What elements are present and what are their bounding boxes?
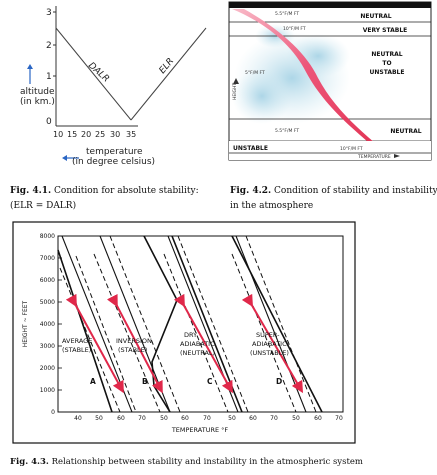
fig3-y-ticks: 8000 7000 6000 5000 4000 3000 2000 1000 … xyxy=(40,233,55,416)
fig3-x-tick-3: 60 xyxy=(117,415,125,422)
fig3-panel-c-red-line xyxy=(173,293,233,394)
fig2-very-stable: VERY STABLE xyxy=(363,27,408,34)
figure-4-1: 3 2 1 0 10 15 20 25 30 35 DALR ELR altit… xyxy=(10,6,207,211)
fig2-caption-line2: in the atmosphere xyxy=(230,201,313,211)
fig3-panel-c: DRY ADIABATIC (NEUTRAL) C xyxy=(163,235,249,413)
fig3-panel-c-label-2: ADIABATIC xyxy=(180,340,215,348)
fig2-caption: Fig. 4.2. Condition of stability and ins… xyxy=(230,186,437,196)
fig3-y-tick-8000: 8000 xyxy=(40,233,55,240)
fig3-x-tick-13: 60 xyxy=(314,415,322,422)
figure-4-2: NEUTRAL VERY STABLE NEUTRAL TO UNSTABLE … xyxy=(228,1,437,211)
fig3-panel-a-letter: A xyxy=(90,377,96,386)
fig1-y-tick-0: 0 xyxy=(46,117,52,127)
fig3-panel-a-label-2: (STABLE) xyxy=(62,346,91,354)
fig3-x-tick-9: 50 xyxy=(228,415,236,422)
fig3-panel-b-red-line xyxy=(106,293,163,394)
fig3-panel-d-letter: D xyxy=(276,377,282,386)
fig3-x-ticks: 40 50 60 70 50 60 70 40 50 60 70 50 60 7… xyxy=(74,415,343,422)
fig3-panel-d-label-3: (UNSTABLE) xyxy=(250,349,289,357)
fig2-rate-1: 5.5°F/M FT xyxy=(275,11,299,17)
fig3-x-tick-10: 60 xyxy=(249,415,257,422)
fig2-rate-4: 5.5°F/M FT xyxy=(275,128,299,134)
fig1-dalr-line xyxy=(55,27,132,121)
fig3-x-tick-5: 50 xyxy=(160,415,168,422)
fig3-panel-c-letter: C xyxy=(207,377,213,386)
fig3-panel-c-label-1: DRY xyxy=(184,331,197,339)
fig1-x-tick-20: 20 xyxy=(81,130,91,139)
fig1-y-tick-2: 2 xyxy=(46,41,52,51)
fig3-panel-a-label-1: AVERAGE xyxy=(62,337,92,345)
fig1-dalr-label: DALR xyxy=(86,61,111,85)
fig3-x-label: TEMPERATURE °F xyxy=(171,426,229,434)
fig3-y-tick-1000: 1000 xyxy=(40,387,55,394)
fig1-y-tick-1: 1 xyxy=(46,72,52,82)
fig3-x-tick-14: 70 xyxy=(335,415,343,422)
fig2-neutral-to-unstable-3: UNSTABLE xyxy=(370,69,405,76)
fig3-y-tick-7000: 7000 xyxy=(40,255,55,262)
fig1-x-tick-30: 30 xyxy=(110,130,120,139)
fig1-caption: Fig. 4.1. Condition for absolute stabili… xyxy=(10,186,199,196)
fig2-rate-5: 10°F/M FT xyxy=(340,146,363,152)
fig2-neutral-top: NEUTRAL xyxy=(360,13,391,20)
fig3-y-tick-5000: 5000 xyxy=(40,299,55,306)
fig3-y-tick-4000: 4000 xyxy=(40,321,55,328)
fig3-panel-d: SUPER- ADIABATIC (UNSTABLE) D xyxy=(231,235,323,413)
fig2-neutral-to-unstable-1: NEUTRAL xyxy=(371,51,402,58)
fig3-x-tick-12: 50 xyxy=(292,415,300,422)
fig3-x-tick-1: 40 xyxy=(74,415,82,422)
fig3-x-tick-2: 50 xyxy=(95,415,103,422)
fig3-y-tick-0: 0 xyxy=(51,409,55,416)
fig2-height-axis: HEIGHT xyxy=(232,83,238,100)
fig1-elr-line xyxy=(130,27,207,121)
fig2-unstable: UNSTABLE xyxy=(233,145,268,152)
fig3-y-tick-3000: 3000 xyxy=(40,343,55,350)
fig1-caption-line2: (ELR = DALR) xyxy=(10,200,76,211)
fig2-neutral-to-unstable-2: TO xyxy=(382,60,391,67)
fig2-temp-arrow xyxy=(394,154,400,158)
fig1-x-tick-10: 10 xyxy=(53,130,63,139)
fig1-altitude-label: altitude xyxy=(20,87,55,97)
fig2-temp-axis: TEMPERATURE xyxy=(357,154,391,160)
fig3-panel-b-label-1: INVERSION xyxy=(116,337,152,345)
fig3-x-tick-6: 60 xyxy=(181,415,189,422)
fig3-panel-d-red-line xyxy=(241,293,304,394)
fig2-rate-2: 10°F/M FT xyxy=(283,26,306,32)
fig3-panel-b-label-2: (STABLE) xyxy=(118,346,147,354)
fig2-neutral-bottom: NEUTRAL xyxy=(390,128,421,135)
fig1-y-tick-3: 3 xyxy=(46,8,52,18)
fig3-caption: Fig. 4.3. Relationship between stability… xyxy=(10,457,363,467)
fig2-height-arrow xyxy=(233,78,239,84)
fig3-plot-area xyxy=(57,235,344,413)
fig3-panel-d-label-1: SUPER- xyxy=(256,331,280,339)
fig3-panel-d-label-2: ADIABATIC xyxy=(252,340,287,348)
fig1-temp-label: temperature xyxy=(86,147,143,157)
fig1-temp-unit: (in degree celsius) xyxy=(72,157,155,167)
fig2-rate-3: 5°F/M FT xyxy=(245,70,265,76)
fig3-x-tick-7: 70 xyxy=(203,415,211,422)
figure-4-3: 8000 7000 6000 5000 4000 3000 2000 1000 … xyxy=(10,221,363,467)
fig1-x-tick-35: 35 xyxy=(126,130,136,139)
fig3-y-tick-6000: 6000 xyxy=(40,277,55,284)
fig1-altitude-unit: (in km.) xyxy=(20,97,55,107)
fig3-y-label: HEIGHT ~ FEET xyxy=(22,300,29,347)
fig1-x-tick-25: 25 xyxy=(95,130,105,139)
fig3-panel-b-letter: B xyxy=(142,377,148,386)
fig1-temp-arrowhead xyxy=(62,155,67,161)
fig3-panel-b: INVERSION (STABLE) B xyxy=(93,235,181,413)
fig1-elr-label: ELR xyxy=(158,57,177,76)
fig3-y-tick-2000: 2000 xyxy=(40,365,55,372)
fig1-altitude-arrowhead xyxy=(27,64,33,69)
fig1-x-tick-15: 15 xyxy=(67,130,77,139)
fig3-panel-c-label-3: (NEUTRAL) xyxy=(180,349,215,357)
fig3-x-tick-4: 70 xyxy=(138,415,146,422)
fig3-x-tick-11: 70 xyxy=(270,415,278,422)
